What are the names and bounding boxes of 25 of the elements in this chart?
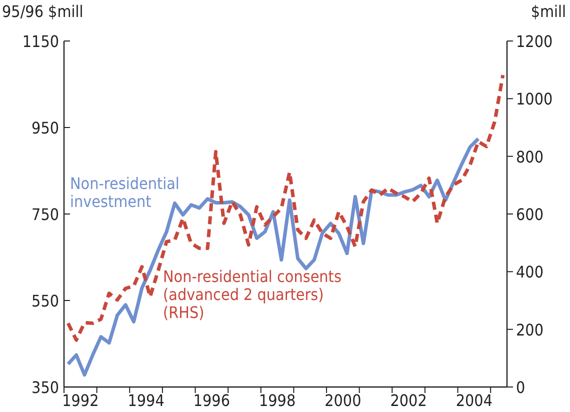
y-tick-label: 1150 — [22, 32, 59, 51]
y2-tick-label: 1000 — [516, 90, 553, 109]
series-label: Non-residential consents (advanced 2 quarters) (RHS) — [163, 267, 342, 322]
y-tick-label: 350 — [32, 378, 59, 397]
line-series — [66, 136, 480, 377]
x-tick-label: 2002 — [390, 391, 427, 410]
x-tick-label: 2004 — [456, 391, 492, 410]
y-axis-title: 95/96 $mill — [2, 2, 84, 21]
y2-tick-label: 800 — [516, 147, 544, 166]
x-tick-label: 1996 — [193, 391, 230, 410]
y-tick-label: 550 — [32, 292, 59, 310]
x-tick-label: 2000 — [324, 391, 362, 410]
y2-tick-label: 200 — [516, 320, 544, 340]
y2-axis-title: $mill — [530, 2, 566, 21]
y-tick-label: 750 — [32, 205, 59, 224]
y-tick-label: 950 — [32, 118, 59, 138]
x-tick-label: 1998 — [258, 391, 296, 410]
x-tick-label: 1994 — [128, 391, 164, 410]
line-series — [66, 73, 505, 342]
series-label: Non-residential investment — [70, 174, 180, 211]
x-tick-label: 1992 — [62, 391, 99, 410]
y2-tick-label: 0 — [516, 378, 526, 397]
y2-tick-label: 1200 — [516, 32, 553, 51]
y2-tick-label: 600 — [516, 205, 544, 224]
y2-tick-label: 400 — [516, 262, 544, 282]
